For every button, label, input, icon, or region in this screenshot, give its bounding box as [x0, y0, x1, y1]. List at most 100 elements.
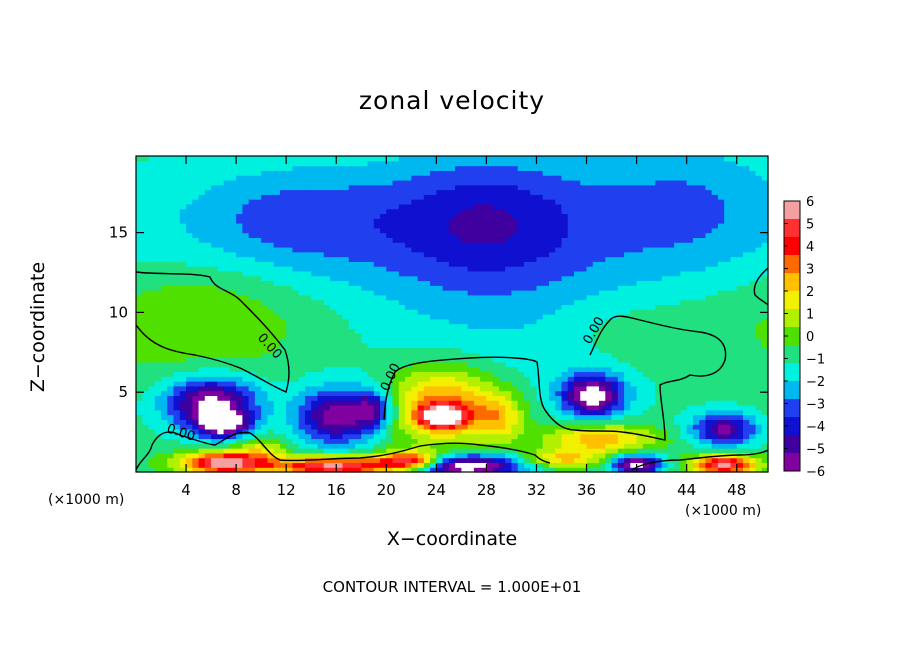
heatmap-cell [386, 232, 394, 238]
heatmap-cell [323, 366, 331, 373]
heatmap-cell [505, 342, 513, 349]
heatmap-cell [367, 256, 375, 262]
heatmap-cell [179, 275, 187, 282]
heatmap-cell [555, 208, 563, 215]
heatmap-cell [467, 208, 475, 215]
heatmap-cell [373, 290, 381, 296]
heatmap-cell [373, 175, 381, 181]
heatmap-cell [411, 156, 419, 162]
heatmap-cell [567, 428, 575, 435]
heatmap-cell [580, 462, 588, 468]
heatmap-cell [448, 337, 456, 344]
heatmap-cell [536, 170, 544, 176]
heatmap-cell [580, 218, 588, 224]
heatmap-cell [273, 400, 281, 406]
heatmap-cell [417, 404, 425, 411]
heatmap-cell [586, 428, 594, 435]
heatmap-cell [304, 213, 312, 219]
heatmap-cell [373, 457, 381, 464]
heatmap-cell [229, 194, 237, 200]
heatmap-cell [298, 424, 306, 430]
heatmap-cell [486, 361, 494, 368]
heatmap-cell [555, 199, 563, 205]
heatmap-cell [548, 409, 556, 416]
heatmap-cell [248, 170, 256, 176]
heatmap-cell [361, 294, 369, 301]
heatmap-cell [380, 371, 387, 377]
heatmap-cell [505, 175, 513, 181]
heatmap-cell [373, 390, 381, 396]
heatmap-cell [236, 223, 243, 229]
heatmap-cell [455, 419, 462, 425]
heatmap-cell [486, 462, 494, 468]
heatmap-cell [304, 467, 312, 473]
heatmap-cell [480, 318, 488, 325]
heatmap-cell [555, 242, 563, 248]
heatmap-cell [367, 251, 375, 258]
heatmap-cell [292, 275, 300, 282]
heatmap-cell [461, 275, 469, 282]
heatmap-cell [467, 160, 475, 167]
heatmap-cell [211, 337, 218, 344]
heatmap-cell [498, 290, 506, 296]
heatmap-cell [592, 309, 600, 315]
heatmap-cell [480, 237, 488, 243]
heatmap-cell [430, 175, 437, 181]
heatmap-cell [386, 309, 394, 315]
heatmap-cell [555, 467, 563, 473]
heatmap-cell [136, 438, 143, 444]
heatmap-cell [392, 294, 400, 301]
heatmap-cell [405, 170, 412, 176]
heatmap-cell [523, 194, 531, 200]
heatmap-cell [461, 304, 469, 310]
heatmap-cell [186, 203, 193, 210]
heatmap-cell [567, 424, 575, 430]
heatmap-cell [423, 275, 431, 282]
heatmap-cell [492, 376, 500, 382]
heatmap-cell [179, 443, 187, 449]
heatmap-cell [599, 337, 606, 344]
heatmap-cell [348, 290, 356, 296]
heatmap-cell [254, 467, 262, 473]
heatmap-cell [586, 371, 594, 377]
heatmap-cell [505, 299, 513, 306]
heatmap-cell [505, 352, 513, 358]
heatmap-cell [398, 261, 406, 267]
heatmap-cell [173, 361, 181, 368]
heatmap-cell [430, 462, 437, 468]
heatmap-cell [355, 261, 362, 267]
heatmap-cell [461, 208, 469, 215]
heatmap-cell [248, 381, 256, 387]
heatmap-cell [386, 223, 394, 229]
heatmap-cell [467, 194, 475, 200]
heatmap-cell [279, 404, 287, 411]
heatmap-cell [523, 309, 531, 315]
heatmap-cell [480, 304, 488, 310]
heatmap-cell [436, 381, 444, 387]
heatmap-cell [336, 213, 344, 219]
heatmap-cell [467, 242, 475, 248]
heatmap-cell [179, 194, 187, 200]
heatmap-cell [317, 189, 325, 195]
heatmap-cell [323, 179, 331, 186]
heatmap-cell [198, 270, 206, 277]
heatmap-cell [392, 428, 400, 435]
heatmap-cell [467, 400, 475, 406]
heatmap-cell [423, 342, 431, 349]
heatmap-cell [455, 218, 462, 224]
heatmap-cell [411, 448, 419, 454]
heatmap-cell [148, 237, 156, 243]
heatmap-cell [486, 256, 494, 262]
heatmap-cell [204, 323, 212, 329]
heatmap-cell [217, 189, 225, 195]
heatmap-cell [386, 199, 394, 205]
heatmap-cell [311, 189, 319, 195]
heatmap-cell [298, 462, 306, 468]
heatmap-cell [530, 232, 538, 238]
heatmap-cell [405, 428, 412, 435]
heatmap-cell [605, 390, 613, 396]
heatmap-cell [223, 242, 231, 248]
heatmap-cell [361, 165, 369, 171]
heatmap-cell [161, 175, 168, 181]
heatmap-cell [599, 223, 606, 229]
